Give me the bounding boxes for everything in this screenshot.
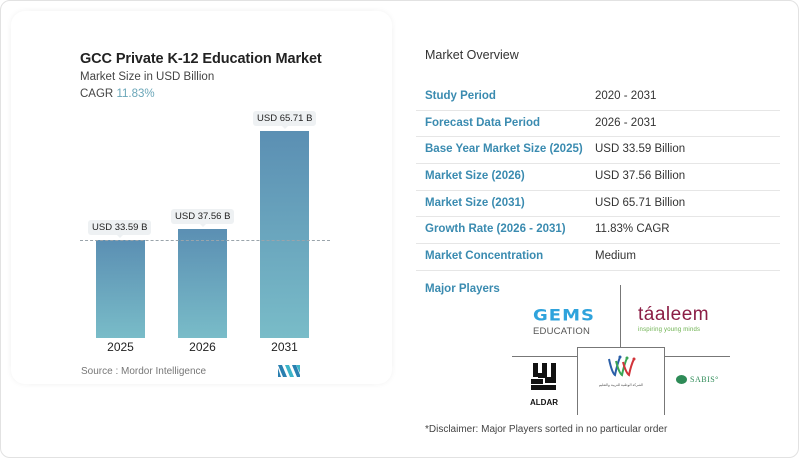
ncet-caption: الشركة الوطنية للتربية والتعليم (598, 383, 644, 387)
bar-label-2031: USD 65.71 B (253, 111, 317, 129)
cagr-value: 11.83% (116, 88, 155, 100)
row-value: Medium (595, 250, 636, 263)
x-label-2031: 2031 (271, 340, 298, 354)
aldar-wordmark: ALDAR (530, 398, 558, 407)
gems-wordmark: GEMS (533, 306, 595, 325)
gems-education-logo: GEMS EDUCATION (533, 307, 595, 337)
chart-subtitle: Market Size in USD Billion (80, 71, 215, 83)
row-value: 2020 - 2031 (595, 90, 657, 102)
ncet-logo: الشركة الوطنية للتربية والتعليم (596, 355, 646, 387)
row-key: Study Period (425, 90, 496, 102)
row-value: 11.83% CAGR (595, 223, 670, 236)
center-box-left (577, 347, 578, 415)
mordor-intelligence-logo-icon (278, 365, 300, 377)
row-key: Market Size (2026) (425, 170, 525, 183)
sabis-tree-icon (676, 375, 687, 384)
source-text: Source : Mordor Intelligence (81, 366, 207, 377)
row-key: Market Concentration (425, 250, 544, 263)
x-label-2026: 2026 (189, 340, 216, 354)
row-key: Market Size (2031) (425, 196, 525, 209)
cagr-label: CAGR (80, 88, 114, 100)
overview-row-size-2026: Market Size (2026) USD 37.56 Billion (416, 164, 780, 191)
overview-row-size-2031: Market Size (2031) USD 65.71 Billion (416, 191, 780, 218)
row-value: 2026 - 2031 (595, 116, 657, 129)
overview-table: Study Period 2020 - 2031 Forecast Data P… (416, 84, 780, 271)
bar-label-2026: USD 37.56 B (171, 209, 235, 227)
sabis-logo: SABIS° (676, 375, 719, 384)
taaleem-wordmark: táaleem (638, 304, 710, 325)
chart-title: GCC Private K-12 Education Market (80, 51, 322, 67)
x-label-2025: 2025 (107, 340, 134, 354)
gems-subtitle: EDUCATION (533, 326, 591, 337)
row-value: USD 33.59 Billion (595, 143, 686, 156)
disclaimer: *Disclaimer: Major Players sorted in no … (425, 424, 668, 435)
bar-2026 (178, 229, 227, 338)
ncet-figures-icon (608, 355, 636, 377)
reference-line (80, 240, 330, 241)
bar-label-2025: USD 33.59 B (88, 220, 152, 238)
chart-cagr: CAGR 11.83% (80, 88, 155, 100)
overview-title: Market Overview (425, 48, 519, 62)
divider-vertical-top (620, 285, 621, 347)
bar-2025 (96, 240, 145, 338)
row-value: USD 37.56 Billion (595, 170, 686, 183)
major-players-label: Major Players (425, 283, 500, 295)
aldar-mark-icon (531, 363, 556, 390)
major-players-grid: GEMS EDUCATION táaleem inspiring young m… (510, 285, 730, 415)
divider-horizontal-left (512, 356, 578, 357)
bar-2031 (260, 131, 309, 338)
center-box-top (577, 347, 665, 348)
overview-row-base-year: Base Year Market Size (2025) USD 33.59 B… (416, 137, 780, 165)
sabis-wordmark: SABIS° (690, 375, 719, 384)
row-key: Forecast Data Period (425, 116, 541, 129)
overview-row-growth-rate: Growth Rate (2026 - 2031) 11.83% CAGR (416, 217, 780, 245)
aldar-logo: ALDAR (522, 361, 566, 407)
row-key: Growth Rate (2026 - 2031) (425, 223, 566, 236)
divider-horizontal-right (664, 356, 730, 357)
row-value: USD 65.71 Billion (595, 196, 686, 209)
taaleem-logo: táaleem inspiring young minds (638, 304, 710, 334)
overview-row-forecast-period: Forecast Data Period 2026 - 2031 (416, 111, 780, 138)
overview-row-study-period: Study Period 2020 - 2031 (416, 84, 780, 111)
row-key: Base Year Market Size (2025) (425, 143, 583, 156)
center-box-right (664, 347, 665, 415)
overview-row-concentration: Market Concentration Medium (416, 244, 780, 271)
taaleem-tagline: inspiring young minds (638, 327, 701, 333)
